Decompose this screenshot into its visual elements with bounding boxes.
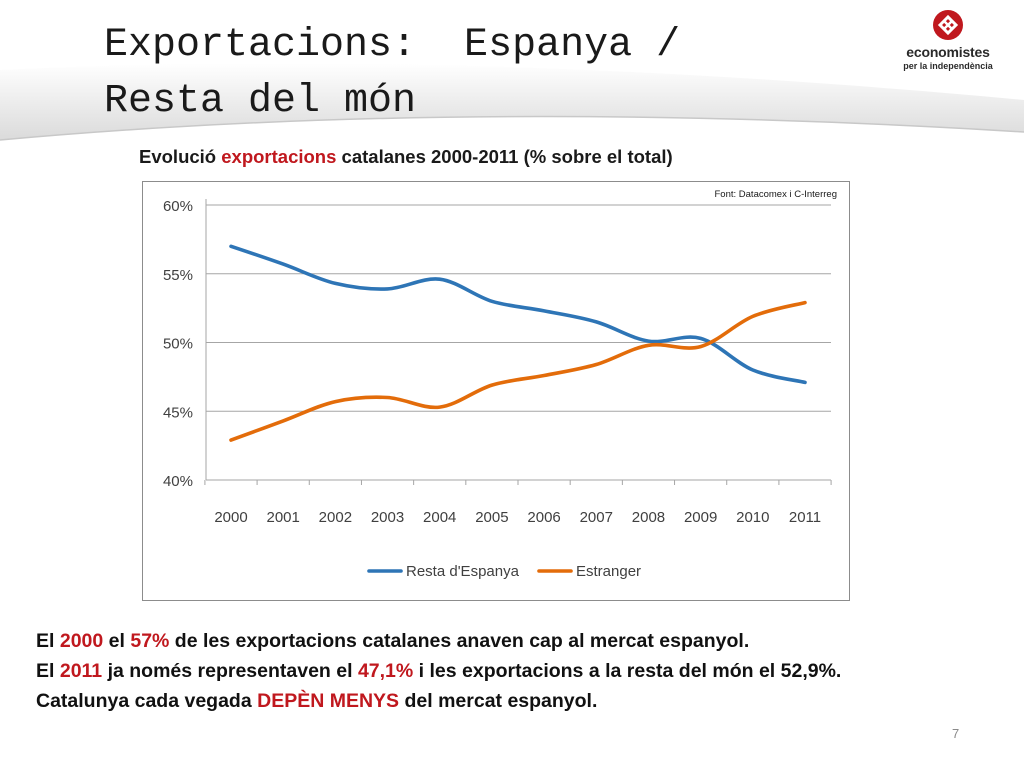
y-tick-label: 40% [163,473,193,490]
summary-year-2011: 2011 [59,660,103,682]
legend-label-0: Resta d'Espanya [406,563,520,580]
logo-name: economistes [906,44,990,60]
summary-line-1: El 2000 el 57% de les exportacions catal… [36,626,1016,656]
chart-heading-part-3: catalanes 2000-2011 (% sobre el total) [336,146,673,167]
legend-label-1: Estranger [576,563,641,580]
header-swoosh-decoration [0,63,1024,141]
summary-line-3-part-3: del mercat espanyol. [399,690,598,712]
summary-emphasis: DEPÈN MENYS [257,690,400,712]
x-tick-label: 2007 [580,509,613,526]
x-tick-label: 2003 [371,509,404,526]
summary-line-1-part-3: el [103,630,131,652]
summary-value-47-1: 47,1% [357,660,414,682]
series-line-1 [229,300,807,442]
summary-line-3-part-1: Catalunya cada vegada [36,690,258,712]
chart-heading-highlight: exportacions [221,146,337,167]
summary-line-2-part-1: El [36,660,60,682]
x-tick-label: 2009 [684,509,717,526]
x-tick-label: 2004 [423,509,456,526]
x-tick-label: 2002 [319,509,352,526]
chart-container: Font: Datacomex i C-Interreg 40% 45% 50% 55… [142,181,850,601]
summary-text: El 2000 el 57% de les exportacions catal… [36,626,1016,716]
y-tick-label: 50% [163,336,193,353]
y-tick-label: 55% [163,267,193,284]
x-tick-label: 2000 [214,509,247,526]
y-tick-label: 60% [163,198,193,215]
line-chart: 40% 45% 50% 55% 60% 2000 2001 2002 2003 2004 2005 2… [163,198,832,580]
summary-line-1-part-5: de les exportacions catalanes anaven cap… [169,630,750,652]
summary-line-2-part-5: i les exportacions a la resta del món el… [413,660,842,682]
x-tick-label: 2005 [475,509,508,526]
logo-tagline: per la independència [903,61,993,71]
slide-title-line-2: Resta del món [104,79,417,124]
x-tick-label: 2011 [789,509,821,526]
summary-value-57: 57% [130,630,170,652]
series-line-0 [229,244,807,385]
y-tick-label: 45% [163,404,193,421]
summary-line-3: Catalunya cada vegada DEPÈN MENYS del me… [36,686,1016,716]
logo-mark-icon [933,10,963,40]
slide-title-line-1: Exportacions: Espanya / [104,23,681,68]
x-tick-label: 2008 [632,509,665,526]
chart-heading-part-1: Evolució [139,146,222,167]
x-tick-label: 2010 [736,509,769,526]
chart-heading: Evolució exportacions catalanes 2000-201… [139,146,839,168]
x-tick-label: 2001 [266,509,299,526]
summary-year-2000: 2000 [59,630,104,652]
summary-line-2-part-3: ja només representaven el [102,660,358,682]
economistes-logo: economistes per la independència [900,8,996,74]
page-number: 7 [952,726,960,741]
summary-line-2: El 2011 ja només representaven el 47,1% … [36,656,1016,686]
chart-source-note: Font: Datacomex i C-Interreg [714,189,838,200]
summary-line-1-part-1: El [36,630,60,652]
x-tick-label: 2006 [527,509,560,526]
slide-title: Exportacions: Espanya / Resta del món [104,18,680,130]
